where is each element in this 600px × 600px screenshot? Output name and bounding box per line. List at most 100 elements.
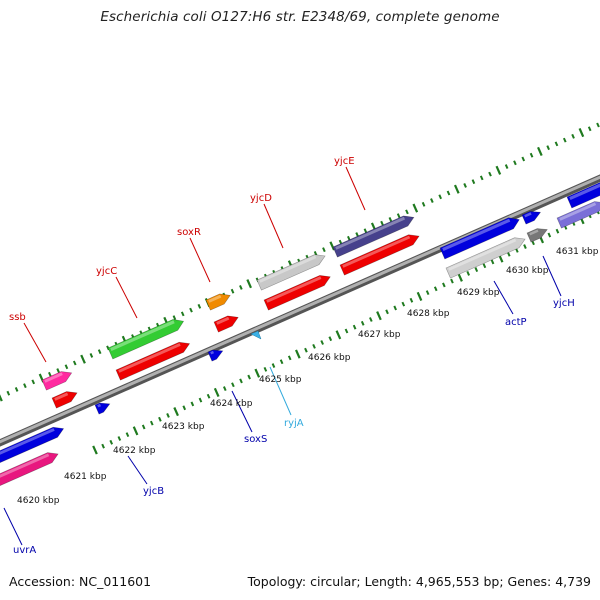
inner-tick [457,272,463,282]
inner-tick [466,271,470,276]
inner-tick [101,443,105,449]
outer-tick [363,228,368,234]
scale-label-4623: 4623 kbp [162,422,205,432]
inner-tick [555,228,560,234]
inner-tick [247,374,251,380]
cds-feature [51,391,78,409]
cds-feature [439,217,520,260]
inner-tick [213,387,220,397]
outer-tick [14,387,19,392]
gene-label-yjcE: yjcE [334,156,355,167]
rna-ryjA-feature [250,330,262,340]
outer-tick [380,220,384,226]
accession-label: Accession: NC_011601 [9,574,152,589]
inner-tick [117,436,122,441]
leader-soxS [231,390,253,433]
outer-tick [347,235,351,241]
outer-tick [504,164,509,169]
inner-tick [279,359,284,365]
inner-tick [271,363,276,368]
scale-label-4627: 4627 kbp [358,330,401,340]
outer-tick [80,354,86,364]
inner-tick [312,343,316,349]
scale-label-4630: 4630 kbp [506,266,549,276]
cds-feature [115,341,191,381]
inner-tick [287,355,292,361]
cds-feature [263,275,331,311]
outer-tick [230,288,235,294]
inner-tick [239,378,243,384]
map-title: Escherichia coli O127:H6 str. E2348/69, … [100,9,500,25]
scale-labels: 4620 kbp 4621 kbp 4622 kbp 4623 kbp 4624… [17,247,599,506]
inner-tick [149,420,154,426]
inner-tick [173,407,179,417]
outer-tick [180,311,185,317]
cds-yjcE-feature [332,215,415,258]
inner-tick [125,432,130,438]
inner-tick [109,439,114,445]
leader-yjcC [115,276,138,319]
inner-tick [433,286,438,292]
cds-yjcD-feature [256,254,326,291]
inner-tick [328,336,333,342]
outer-tick [488,171,492,177]
inner-tick [450,278,454,284]
cds-feature [207,349,224,362]
outer-tick [546,145,550,151]
cds-feature [339,234,420,276]
inner-tick [369,317,373,322]
outer-tick [72,360,77,366]
genome-summary-label: Topology: circular; Length: 4,965,553 bp… [247,574,591,589]
gene-label-yjcC: yjcC [96,266,117,277]
leader-actP [493,280,514,315]
inner-tick [482,263,487,269]
gene-label-soxR: soxR [177,227,201,238]
outer-tick [562,137,567,143]
outer-tick [596,122,600,128]
outer-tick [97,349,102,355]
outer-tick [31,379,36,385]
outer-tick [587,126,592,132]
outer-tick [64,364,69,370]
outer-tick [239,285,243,290]
outer-tick [6,390,11,396]
outer-tick [388,217,393,222]
inner-tick [442,282,446,288]
cds-ssb-feature [41,371,73,391]
gene-label-yjcD: yjcD [250,193,272,204]
inner-tick [166,413,170,418]
gene-label-yjcH: yjcH [553,298,575,309]
scale-label-4621: 4621 kbp [64,472,107,482]
scale-label-4629: 4629 kbp [457,288,500,298]
outer-tick [48,371,52,377]
inner-tick [474,267,479,272]
outer-tick [471,179,476,185]
outer-tick [0,394,3,402]
inner-tick [335,330,342,340]
tick-ring-inner [92,209,600,455]
outer-tick [495,165,502,175]
outer-tick [56,368,60,373]
outer-tick [405,209,409,215]
outer-tick [322,247,326,253]
inner-tick [376,311,382,321]
inner-tick [182,405,187,411]
outer-tick [23,383,27,389]
gene-label-yjcB: yjcB [143,486,164,497]
inner-tick [409,297,414,303]
inner-tick [393,305,397,311]
scale-label-4628: 4628 kbp [407,309,450,319]
outer-tick [246,279,252,289]
inner-tick [425,290,430,296]
inner-tick [158,416,162,422]
leader-yjcB [127,455,148,485]
scale-label-4624: 4624 kbp [210,399,253,409]
outer-tick [438,194,442,200]
scale-label-4631: 4631 kbp [556,247,599,257]
cds-feature [521,211,542,225]
inner-tick [506,251,511,257]
inner-tick [263,366,268,372]
outer-tick [479,175,484,181]
inner-tick [416,291,423,302]
leader-soxR [189,237,211,283]
